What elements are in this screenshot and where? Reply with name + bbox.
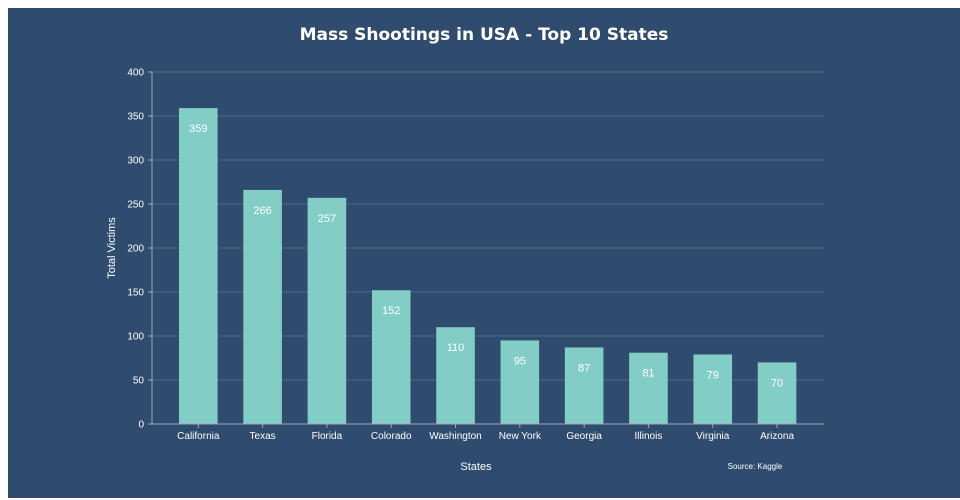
bar-new-york (500, 340, 540, 424)
bar-washington (436, 327, 475, 424)
chart-container: Mass Shootings in USA - Top 10 States 35… (8, 8, 960, 498)
chart-title: Mass Shootings in USA - Top 10 States (300, 25, 669, 45)
x-tick-label: Florida (312, 431, 343, 442)
bar-california (179, 108, 218, 424)
x-axis-title: States (460, 461, 492, 473)
x-tick-label: Virginia (696, 431, 730, 442)
data-label: 359 (189, 123, 207, 135)
y-tick-labels: 0 50 100 150 200 250 300 350 400 (127, 68, 152, 431)
y-tick-label: 250 (127, 200, 144, 211)
source-note: Source: Kaggle (728, 462, 783, 471)
y-tick-label: 150 (127, 288, 144, 299)
x-tick-label: California (177, 431, 220, 442)
data-label: 152 (382, 305, 400, 317)
y-axis-title: Total Victims (106, 217, 118, 279)
y-tick-label: 400 (127, 68, 144, 79)
x-tick-label: Illinois (635, 431, 663, 442)
y-tick-label: 200 (127, 244, 144, 255)
bar-colorado (371, 290, 411, 424)
bar-florida (307, 197, 347, 424)
y-tick-label: 0 (138, 420, 144, 431)
bar-virginia (693, 354, 733, 424)
data-label: 266 (253, 205, 271, 217)
data-label: 95 (514, 355, 526, 367)
bar-chart: Mass Shootings in USA - Top 10 States 35… (106, 25, 824, 473)
data-label: 81 (642, 368, 654, 380)
x-tick-label: Texas (250, 431, 276, 442)
x-tick-labels: California Texas Florida Colorado Washington… (177, 424, 794, 442)
bars: 359 266 257 152 110 95 87 81 79 70 (179, 108, 797, 424)
data-label: 79 (707, 369, 719, 381)
x-tick-label: Washington (429, 431, 481, 442)
y-tick-label: 100 (127, 332, 144, 343)
data-label: 110 (447, 342, 465, 354)
x-tick-label: Georgia (566, 431, 602, 442)
bar-georgia (564, 347, 604, 424)
data-label: 257 (318, 213, 336, 225)
x-tick-label: New York (499, 431, 542, 442)
y-tick-label: 300 (127, 156, 144, 167)
data-label: 87 (578, 362, 590, 374)
bar-illinois (629, 352, 668, 424)
y-tick-label: 50 (133, 376, 145, 387)
x-tick-label: Colorado (371, 431, 412, 442)
bar-arizona (757, 362, 797, 424)
x-tick-label: Arizona (760, 431, 794, 442)
data-label: 70 (771, 377, 783, 389)
y-tick-label: 350 (127, 112, 144, 123)
bar-texas (243, 189, 282, 424)
